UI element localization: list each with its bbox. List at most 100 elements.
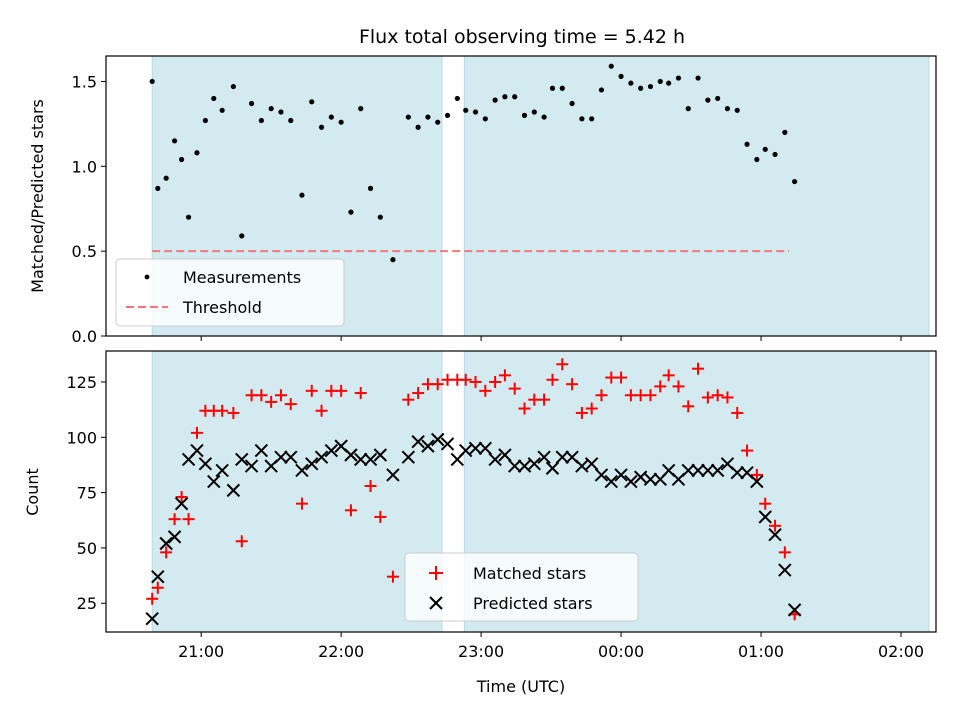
measurement-point	[482, 116, 488, 122]
predicted-star-point	[254, 443, 269, 458]
measurement-point	[772, 151, 778, 158]
matched-star-point	[556, 358, 569, 371]
count-legend-box	[404, 552, 639, 622]
measurement-point	[435, 119, 441, 125]
ratio-y-label: Matched/Predicted stars	[28, 99, 47, 293]
predicted-legend-label: Predicted stars	[473, 594, 593, 613]
predicted-star-point	[527, 457, 542, 471]
matched-star-point	[585, 402, 598, 415]
ratio-plot-frame	[105, 55, 937, 337]
predicted-star-point	[710, 463, 725, 478]
measurement-point	[541, 114, 547, 120]
matched-star-point	[402, 393, 415, 406]
matched-star-point	[692, 362, 705, 375]
predicted-star-point	[305, 457, 319, 471]
matched-star-point	[546, 373, 559, 386]
predicted-star-point	[411, 435, 425, 449]
matched-star-point	[168, 513, 181, 526]
predicted-star-point	[235, 452, 249, 467]
y-tick-label: 0.0	[72, 327, 97, 346]
observing-window	[463, 55, 930, 337]
measurement-point	[185, 214, 192, 220]
measurement-point	[472, 109, 479, 115]
predicted-star-point	[431, 432, 445, 447]
matched-star-point	[227, 406, 240, 419]
measurement-point	[149, 78, 155, 85]
matched-star-point	[518, 402, 531, 415]
matched-star-point	[654, 380, 667, 393]
measurement-point	[492, 97, 498, 103]
matched-star-point	[315, 404, 328, 417]
measurement-point	[744, 141, 750, 147]
measurement-point	[230, 83, 236, 90]
x-axis-label: Time (UTC)	[476, 677, 565, 696]
matched-star-point	[175, 491, 188, 504]
count-panel: 25 50 75 100 125 21:00 22:00 23:00 00:00 01:00 02…	[23, 350, 937, 696]
matched-star-point	[160, 546, 173, 559]
matched-star-point	[386, 570, 399, 583]
predicted-star-point	[468, 441, 483, 456]
measurement-point	[521, 112, 528, 118]
measurements-legend-marker	[144, 274, 150, 280]
matched-legend-marker	[429, 566, 443, 580]
matched-star-point	[595, 389, 608, 402]
matched-star-point	[459, 373, 472, 386]
matched-star-point	[731, 406, 744, 419]
predicted-star-point	[517, 459, 532, 473]
measurement-point	[268, 106, 274, 112]
measurement-point	[348, 209, 354, 215]
predicted-star-point	[354, 452, 368, 467]
matched-star-point	[469, 375, 482, 388]
y-tick-label: 1.5	[72, 72, 97, 91]
matched-star-point	[151, 581, 164, 594]
predicted-star-point	[537, 450, 551, 464]
measurement-point	[358, 106, 364, 112]
measurement-point	[628, 80, 634, 86]
matched-star-point	[701, 391, 714, 404]
measurement-point	[248, 100, 255, 107]
measurement-point	[178, 156, 185, 163]
measurement-point	[318, 124, 325, 130]
measurement-point	[782, 129, 788, 135]
measurement-point	[685, 106, 691, 112]
y-tick-label: 75	[77, 484, 97, 503]
predicted-star-point	[507, 459, 522, 473]
predicted-star-point	[787, 603, 802, 617]
x-tick-label: 00:00	[598, 642, 644, 661]
matched-star-point	[344, 504, 357, 517]
measurement-point	[299, 192, 305, 198]
measurement-point	[734, 107, 740, 113]
measurement-point	[715, 95, 721, 102]
matched-star-point	[769, 519, 782, 532]
x-tick-label: 02:00	[878, 642, 924, 661]
measurement-point	[405, 114, 411, 120]
matched-star-point	[431, 378, 444, 391]
predicted-star-point	[274, 450, 288, 464]
predicted-star-point	[344, 448, 358, 462]
predicted-star-point	[314, 450, 329, 464]
measurement-point	[463, 107, 469, 113]
x-tick-label: 22:00	[318, 642, 364, 661]
ratio-panel: 0.0 0.5 1.0 1.5 Matched/Predicted stars Mea…	[28, 55, 937, 346]
x-tick-label: 23:00	[458, 642, 504, 661]
matched-star-point	[741, 444, 754, 457]
matched-star-point	[721, 391, 734, 404]
y-tick-label: 125	[66, 373, 97, 392]
predicted-star-point	[691, 463, 705, 478]
predicted-star-point	[555, 450, 569, 464]
observing-window	[151, 350, 443, 633]
predicted-star-point	[681, 463, 695, 478]
matched-star-point	[711, 389, 724, 402]
measurement-point	[695, 75, 701, 81]
predicted-star-point	[198, 457, 213, 471]
measurement-point	[724, 106, 731, 112]
predicted-star-point	[151, 569, 165, 584]
measurement-point	[288, 117, 294, 124]
predicted-star-point	[768, 527, 782, 542]
y-tick-label: 100	[66, 428, 97, 447]
y-tick-label: 0.5	[72, 242, 97, 261]
predicted-star-point	[614, 468, 628, 482]
threshold-legend-label: Threshold	[182, 298, 262, 317]
measurements-legend-label: Measurements	[183, 268, 301, 287]
measurement-point	[754, 156, 760, 163]
